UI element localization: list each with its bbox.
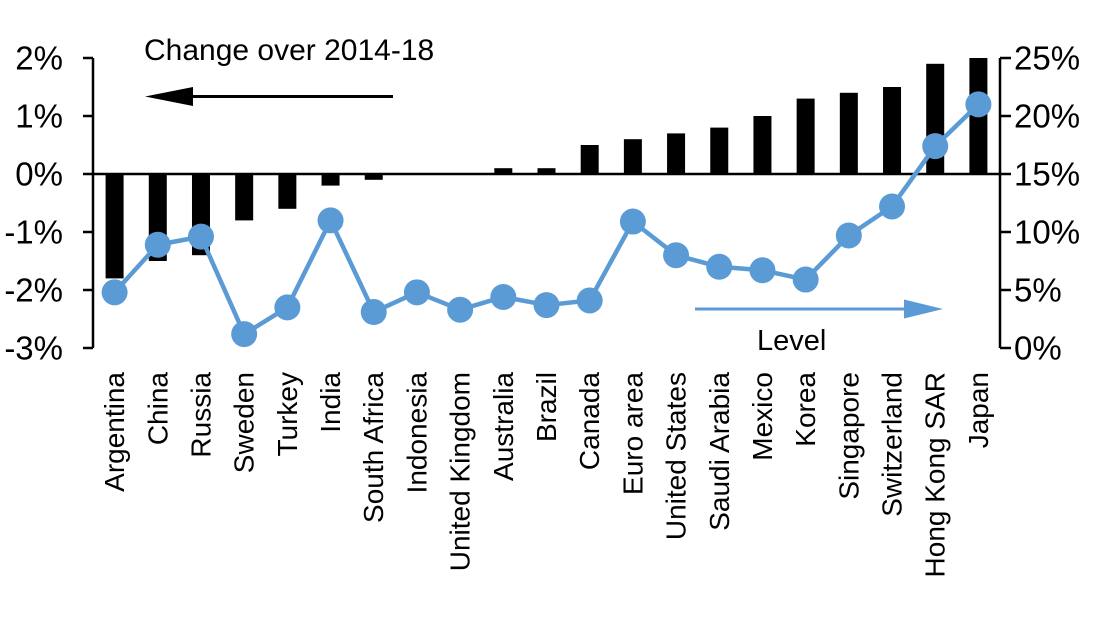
- marker-sweden: [231, 321, 258, 348]
- right-arrow-icon: [904, 299, 943, 319]
- category-label-argentina: Argentina: [99, 372, 130, 492]
- marker-china: [144, 231, 171, 258]
- category-label-indonesia: Indonesia: [401, 372, 432, 494]
- category-label-south-africa: South Africa: [358, 372, 389, 523]
- bar-mexico: [753, 116, 772, 174]
- bar-euro-area: [623, 139, 642, 174]
- marker-japan: [965, 91, 992, 118]
- line-series-annotation: Level: [757, 325, 827, 357]
- left-axis-tick-label: -2%: [4, 272, 63, 309]
- bar-korea: [796, 98, 815, 174]
- marker-russia: [187, 223, 214, 250]
- category-label-sweden: Sweden: [229, 372, 260, 473]
- category-label-hong-kong-sar: Hong Kong SAR: [920, 372, 951, 577]
- bar-singapore: [839, 92, 858, 174]
- category-label-mexico: Mexico: [747, 372, 778, 461]
- bar-brazil: [537, 168, 556, 174]
- category-label-switzerland: Switzerland: [877, 372, 908, 517]
- right-axis-tick-label: 15%: [1014, 156, 1080, 193]
- bar-united-states: [667, 133, 686, 174]
- bar-south-africa: [364, 174, 383, 180]
- bar-saudi-arabia: [710, 127, 729, 174]
- right-axis-tick-label: 10%: [1014, 214, 1080, 251]
- category-label-japan: Japan: [963, 372, 994, 448]
- marker-euro-area: [619, 208, 646, 235]
- marker-singapore: [835, 222, 862, 249]
- marker-hong-kong-sar: [922, 133, 949, 160]
- marker-brazil: [533, 292, 560, 319]
- right-axis-tick-label: 0%: [1014, 330, 1062, 367]
- right-axis-tick-label: 25%: [1014, 40, 1080, 77]
- marker-australia: [490, 283, 517, 310]
- left-axis-tick-label: -3%: [4, 330, 63, 367]
- category-label-brazil: Brazil: [531, 372, 562, 442]
- marker-saudi-arabia: [706, 253, 733, 280]
- marker-switzerland: [879, 193, 906, 220]
- category-label-australia: Australia: [488, 372, 519, 481]
- category-label-canada: Canada: [574, 372, 605, 471]
- category-label-turkey: Turkey: [272, 372, 303, 457]
- right-axis-tick-label: 20%: [1014, 98, 1080, 135]
- category-label-russia: Russia: [185, 372, 216, 458]
- bar-canada: [580, 145, 599, 174]
- marker-canada: [576, 287, 603, 314]
- left-axis-tick-label: 1%: [15, 98, 63, 135]
- marker-indonesia: [403, 279, 430, 306]
- category-label-united-states: United States: [661, 372, 692, 540]
- category-label-india: India: [315, 372, 346, 433]
- left-axis-tick-label: -1%: [4, 214, 63, 251]
- bar-sweden: [235, 174, 254, 221]
- category-label-china: China: [142, 372, 173, 446]
- marker-south-africa: [360, 299, 387, 326]
- category-label-euro-area: Euro area: [617, 372, 648, 495]
- bar-series-annotation: Change over 2014-18: [144, 34, 435, 67]
- marker-united-states: [663, 242, 690, 269]
- bar-turkey: [278, 174, 297, 209]
- left-axis-tick-label: 0%: [15, 156, 63, 193]
- category-label-united-kingdom: United Kingdom: [445, 372, 476, 571]
- marker-mexico: [749, 257, 776, 284]
- marker-united-kingdom: [447, 296, 474, 323]
- bar-australia: [494, 168, 513, 174]
- marker-turkey: [274, 294, 301, 321]
- chart-plot-area: 2% 1% 0% -1% -2% -3% 25% 20% 15% 10% 5% 0% Argentina…: [4, 40, 1080, 578]
- right-axis-tick-label: 5%: [1014, 272, 1062, 309]
- category-label-korea: Korea: [790, 372, 821, 447]
- left-axis-tick-label: 2%: [15, 40, 63, 77]
- category-label-saudi-arabia: Saudi Arabia: [704, 372, 735, 531]
- bar-india: [321, 174, 340, 186]
- left-arrow-icon: [145, 87, 193, 106]
- marker-korea: [792, 266, 819, 293]
- marker-india: [317, 207, 344, 234]
- category-label-singapore: Singapore: [833, 372, 864, 500]
- bar-argentina: [105, 174, 124, 279]
- marker-argentina: [101, 279, 128, 306]
- bar-switzerland: [883, 87, 902, 174]
